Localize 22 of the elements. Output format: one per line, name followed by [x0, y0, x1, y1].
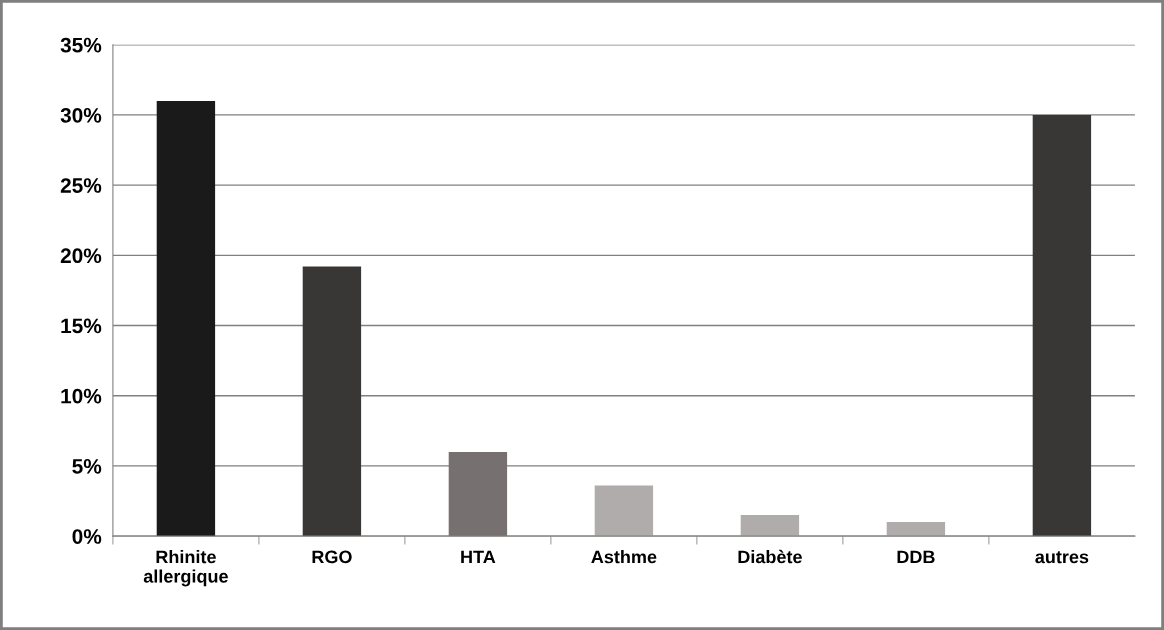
y-tick-label: 20%: [60, 248, 102, 264]
x-tick-label: autres: [1035, 551, 1089, 564]
y-tick-label: 35%: [60, 37, 102, 53]
x-tick-label: Asthme: [591, 550, 657, 564]
bar: [594, 485, 654, 537]
x-tick-label: HTA: [461, 550, 496, 564]
y-tick-label: 25%: [60, 178, 102, 193]
y-tick-label: 5%: [72, 458, 102, 474]
y-tick-label: 0%: [72, 529, 102, 544]
bar: [1032, 114, 1092, 537]
x-tick-label: Diabète: [738, 549, 802, 564]
bar: [302, 266, 362, 537]
bar: [740, 515, 800, 537]
bar: [448, 451, 508, 537]
x-tick-label: Rhinite allergique: [143, 550, 228, 587]
x-tick-label: RGO: [312, 550, 352, 564]
x-tick-label: DDB: [897, 550, 935, 564]
bar: [886, 522, 946, 537]
y-tick-label: 15%: [61, 318, 102, 334]
y-tick-label: 10%: [61, 388, 102, 404]
y-tick-label: 30%: [60, 107, 102, 123]
bar: [156, 100, 216, 537]
